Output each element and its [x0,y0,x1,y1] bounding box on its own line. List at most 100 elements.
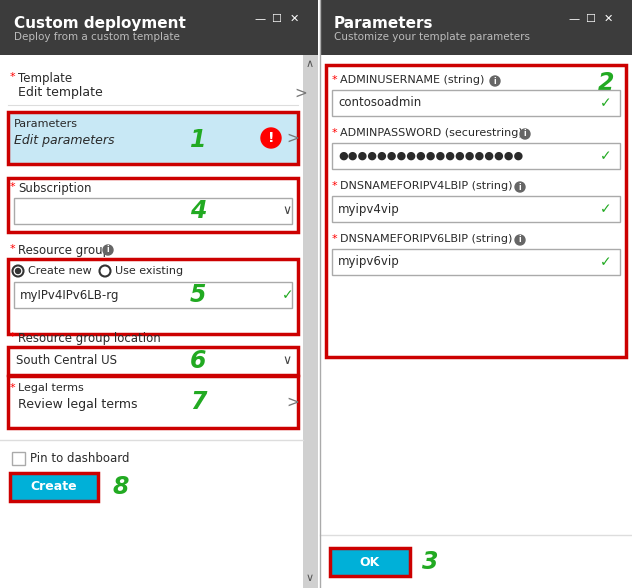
Text: i: i [494,76,496,85]
Text: 1: 1 [190,128,207,152]
Text: *: * [332,128,337,138]
Text: 6: 6 [190,349,207,373]
Text: *: * [10,332,16,342]
Text: i: i [519,182,521,192]
Text: Edit template: Edit template [18,86,103,99]
Text: South Central US: South Central US [16,355,117,368]
Text: Customize your template parameters: Customize your template parameters [334,32,530,42]
Circle shape [13,266,23,276]
Text: ∧: ∧ [306,59,314,69]
Text: *: * [10,244,16,254]
Circle shape [16,269,20,273]
Text: Review legal terms: Review legal terms [18,398,138,411]
Text: myIPv4IPv6LB-rg: myIPv4IPv6LB-rg [20,289,119,302]
Text: !: ! [268,131,274,145]
Bar [8,112,298,164]
Bar [12,452,25,465]
Text: OK: OK [360,556,380,569]
Text: ✓: ✓ [600,96,612,110]
Bar [0,0,318,588]
Text: Deploy from a custom template: Deploy from a custom template [14,32,180,42]
Text: i: i [107,246,109,255]
Text: *: * [332,234,337,244]
Text: contosoadmin: contosoadmin [338,96,422,109]
Text: *: * [332,181,337,191]
Circle shape [99,266,111,276]
Bar [320,55,632,588]
Text: ∨: ∨ [282,205,291,218]
Text: ✕: ✕ [290,14,300,24]
Text: Subscription: Subscription [18,182,92,195]
Bar [320,0,632,55]
Text: myipv4vip: myipv4vip [338,202,400,215]
Bar [8,347,298,375]
Text: ✓: ✓ [600,149,612,163]
Text: ☐: ☐ [271,14,281,24]
Circle shape [103,245,113,255]
Text: Parameters: Parameters [14,119,78,129]
Text: —: — [568,14,579,24]
Bar [332,143,620,169]
Bar [0,55,303,588]
Text: ✓: ✓ [282,288,294,302]
Text: Resource group location: Resource group location [18,332,161,345]
Text: Template: Template [18,72,72,85]
Text: Resource group: Resource group [18,244,110,257]
Text: *: * [10,72,16,82]
Text: 8: 8 [112,475,128,499]
Text: Pin to dashboard: Pin to dashboard [30,452,130,465]
Text: Parameters: Parameters [334,16,434,31]
Text: Edit parameters: Edit parameters [14,134,114,147]
Text: i: i [519,236,521,245]
Text: ✕: ✕ [604,14,614,24]
Text: ∨: ∨ [306,573,314,583]
Text: 3: 3 [422,550,439,574]
Bar [330,548,410,576]
Text: ✓: ✓ [600,255,612,269]
Text: myipv6vip: myipv6vip [338,256,400,269]
Bar [303,55,318,588]
Text: >: > [294,86,307,101]
Text: ●●●●●●●●●●●●●●●●●●●: ●●●●●●●●●●●●●●●●●●● [338,151,523,161]
Text: ✓: ✓ [600,202,612,216]
Text: Use existing: Use existing [115,266,183,276]
Bar [8,178,298,232]
Circle shape [515,235,525,245]
Text: >: > [286,395,299,409]
Text: ADMINUSERNAME (string): ADMINUSERNAME (string) [340,75,484,85]
Circle shape [520,129,530,139]
Bar [10,473,98,501]
Text: *: * [332,75,337,85]
Bar [14,198,292,224]
Text: Create: Create [31,480,77,493]
Text: *: * [10,182,16,192]
Text: ADMINPASSWORD (securestring): ADMINPASSWORD (securestring) [340,128,523,138]
Circle shape [515,182,525,192]
Text: Legal terms: Legal terms [18,383,84,393]
Bar [0,0,318,55]
Text: *: * [10,383,16,393]
Bar [8,259,298,334]
Text: i: i [524,129,526,139]
Text: —: — [254,14,265,24]
Circle shape [261,128,281,148]
Bar [326,65,626,357]
Bar [332,249,620,275]
Text: Create new: Create new [28,266,92,276]
Bar [14,282,292,308]
Text: DNSNAMEFORIPV6LBIP (string): DNSNAMEFORIPV6LBIP (string) [340,234,513,244]
Text: 7: 7 [190,390,207,414]
Text: ∨: ∨ [282,355,291,368]
Text: Custom deployment: Custom deployment [14,16,186,31]
Text: 4: 4 [190,199,207,223]
Text: 5: 5 [190,283,207,307]
Bar [332,196,620,222]
Bar [8,376,298,428]
Text: 2: 2 [597,71,614,95]
Bar [332,90,620,116]
Circle shape [490,76,500,86]
Bar [320,0,632,588]
Text: ☐: ☐ [585,14,595,24]
Text: >: > [286,131,299,145]
Text: DNSNAMEFORIPV4LBIP (string): DNSNAMEFORIPV4LBIP (string) [340,181,513,191]
